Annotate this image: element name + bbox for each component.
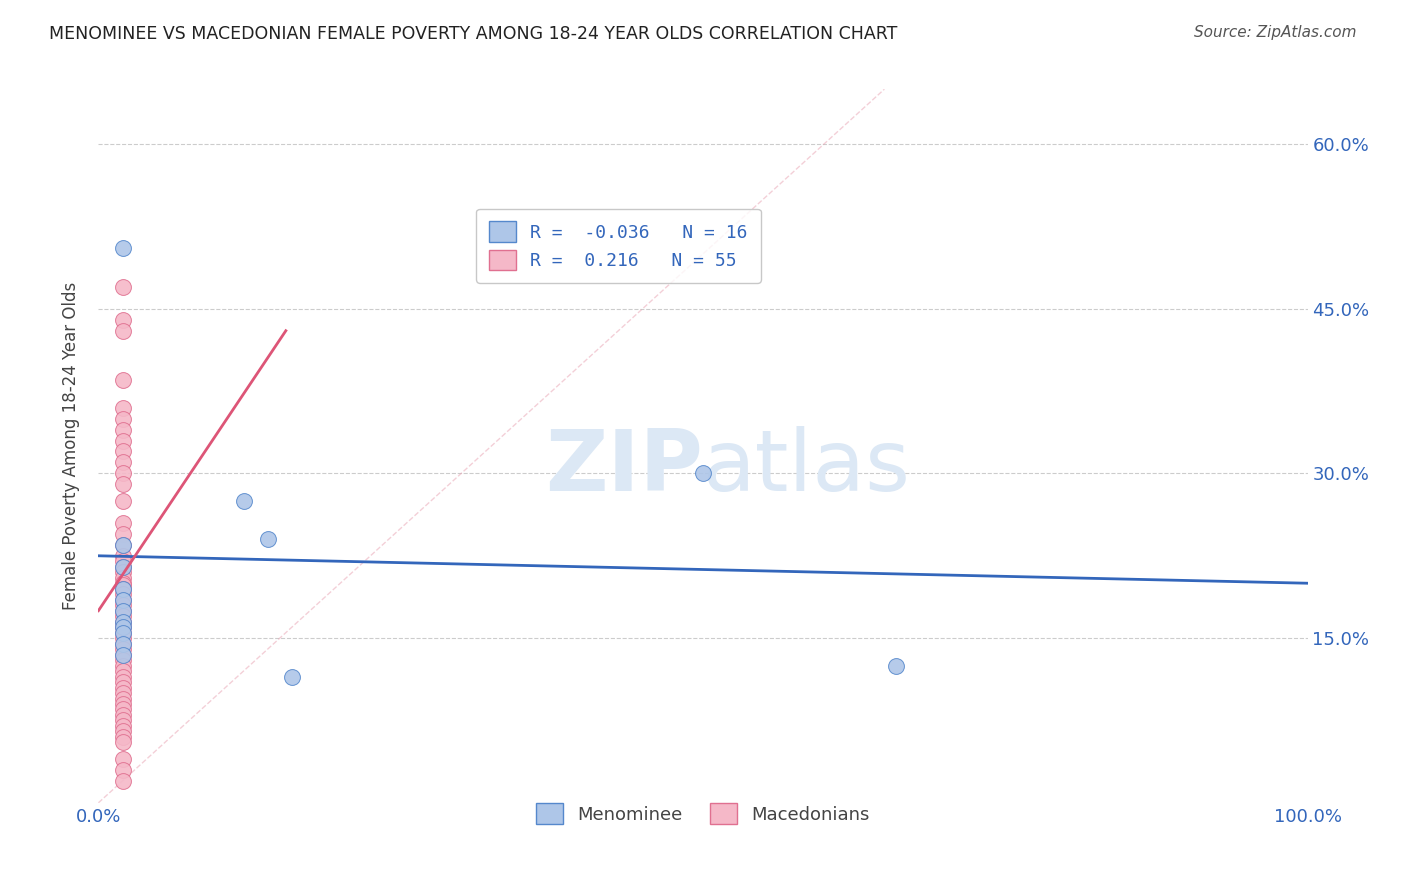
Point [111,637,134,651]
Point [111,526,134,541]
Point [111,620,134,634]
Point [111,669,134,683]
Point [111,625,134,640]
Point [111,730,134,744]
Point [111,631,134,645]
Point [111,681,134,695]
Point [111,615,134,629]
Point [256,533,278,547]
Point [111,648,134,662]
Legend: Menominee, Macedonians: Menominee, Macedonians [523,790,883,837]
Point [111,598,134,612]
Point [111,559,134,574]
Point [111,559,134,574]
Point [111,735,134,749]
Point [111,312,134,326]
Point [111,609,134,624]
Point [886,658,908,673]
Point [111,467,134,481]
Point [111,604,134,618]
Point [111,411,134,425]
Text: Source: ZipAtlas.com: Source: ZipAtlas.com [1194,25,1357,40]
Point [111,538,134,552]
Point [111,691,134,706]
Point [111,615,134,629]
Point [111,582,134,596]
Point [111,648,134,662]
Point [111,592,134,607]
Point [111,708,134,723]
Point [111,714,134,728]
Point [111,280,134,294]
Text: ZIP: ZIP [546,425,703,509]
Point [111,642,134,657]
Point [111,324,134,338]
Point [111,625,134,640]
Text: atlas: atlas [703,425,911,509]
Point [111,538,134,552]
Point [111,697,134,711]
Point [111,373,134,387]
Point [111,686,134,700]
Point [111,752,134,766]
Point [111,477,134,491]
Point [111,444,134,458]
Point [111,604,134,618]
Point [111,653,134,667]
Point [111,566,134,580]
Text: MENOMINEE VS MACEDONIAN FEMALE POVERTY AMONG 18-24 YEAR OLDS CORRELATION CHART: MENOMINEE VS MACEDONIAN FEMALE POVERTY A… [49,25,897,43]
Point [111,571,134,585]
Point [111,773,134,788]
Point [111,578,134,592]
Point [111,658,134,673]
Point [232,494,254,508]
Point [111,620,134,634]
Point [111,516,134,530]
Point [111,576,134,591]
Point [111,401,134,415]
Point [281,669,304,683]
Point [111,554,134,568]
Point [111,423,134,437]
Point [111,724,134,739]
Point [111,664,134,678]
Point [111,637,134,651]
Point [111,592,134,607]
Point [692,467,714,481]
Y-axis label: Female Poverty Among 18-24 Year Olds: Female Poverty Among 18-24 Year Olds [62,282,80,610]
Point [111,549,134,563]
Point [111,763,134,777]
Point [111,702,134,716]
Point [111,241,134,255]
Point [111,675,134,690]
Point [111,434,134,448]
Point [111,587,134,601]
Point [111,582,134,596]
Point [111,455,134,469]
Point [111,494,134,508]
Point [111,719,134,733]
